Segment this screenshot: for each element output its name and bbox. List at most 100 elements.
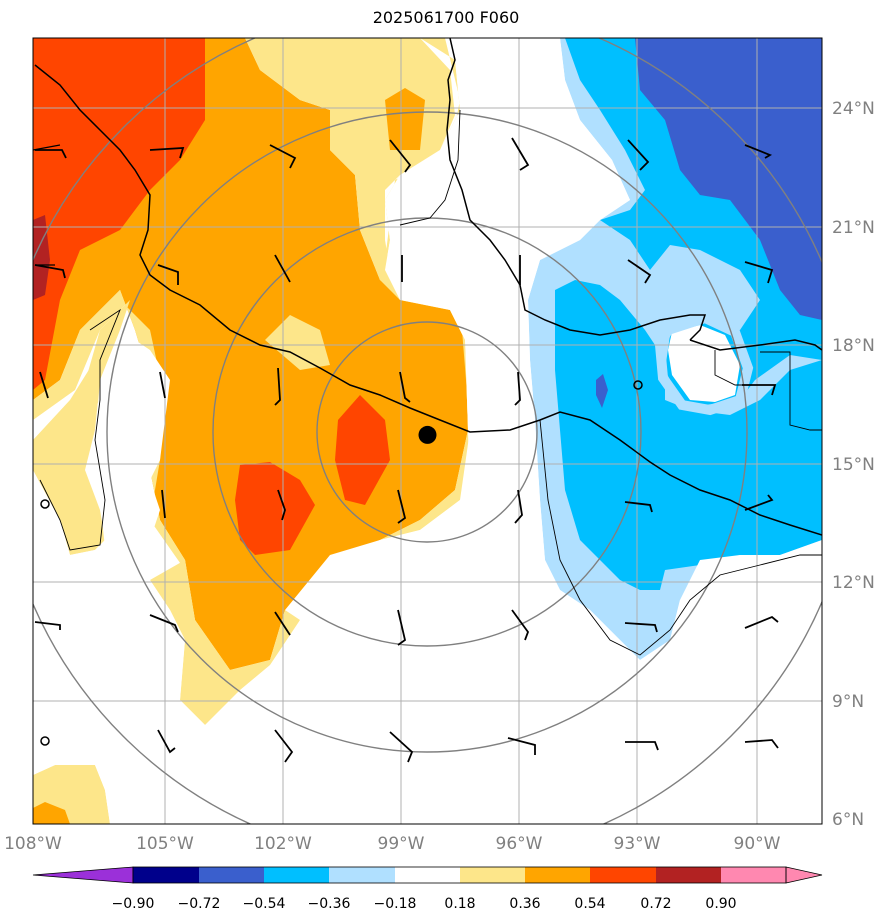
wind-barb: [34, 621, 61, 630]
wind-barb: [744, 261, 774, 284]
calm-marker: [40, 499, 50, 509]
range-ring-1: [316, 321, 538, 543]
wind-barb: [149, 147, 185, 159]
plot-title: 2025061700 F060: [372, 8, 520, 27]
colorbar-frame: [132, 866, 787, 884]
contour-pos-mid-sw-corner: [33, 802, 70, 824]
wind-barb: [742, 384, 777, 396]
colorbar-segment: [656, 867, 721, 883]
border-inland: [39, 308, 121, 551]
wind-barb: [744, 144, 773, 159]
colorbar-extend-max: [785, 866, 823, 884]
range-ring-2: [212, 217, 642, 647]
colorbar-segment: [395, 867, 460, 883]
border-guatemala: [760, 351, 822, 431]
wind-barb: [274, 367, 281, 406]
lat-label: 12°N: [832, 573, 875, 593]
wind-barb: [624, 622, 658, 633]
wind-barb: [389, 731, 414, 763]
wind-barb: [269, 144, 297, 169]
colorbar-extend-min: [32, 866, 134, 884]
contour-neg-high-small: [596, 374, 608, 408]
wind-barb: [514, 489, 523, 524]
contour-pos-high-southwest: [235, 462, 315, 555]
colorbar-tick-label: 0.36: [509, 896, 540, 912]
colorbar-segment: [133, 867, 199, 883]
contour-pos-vhigh-northwest: [33, 215, 50, 300]
colorbar-tick-label: 0.72: [640, 896, 671, 912]
wind-barb: [39, 371, 49, 399]
contour-pos-high-northwest: [33, 38, 205, 390]
lat-label: 6°N: [832, 810, 864, 830]
contour-pos-low-mid-blob: [265, 315, 330, 370]
colorbar-tick-label: −0.36: [308, 896, 351, 912]
range-ring-3: [106, 111, 748, 753]
lon-label: 99°W: [378, 834, 425, 854]
wind-barbs: [34, 137, 779, 763]
wind-barb: [511, 609, 530, 641]
contour-pos-high-center: [335, 395, 390, 505]
wind-barb: [744, 615, 779, 629]
wind-barb: [161, 489, 166, 519]
map-frame: [32, 37, 823, 825]
contour-neutral-east-hole: [668, 325, 740, 402]
contour-neutral-south: [33, 500, 470, 824]
border-interior-east: [399, 109, 461, 226]
lon-label: 105°W: [136, 834, 194, 854]
wind-barb: [35, 149, 67, 159]
lat-label: 24°N: [832, 99, 875, 119]
lon-label: 96°W: [496, 834, 543, 854]
colorbar-tick-label: −0.90: [112, 896, 155, 912]
contour-pos-low-south: [150, 560, 300, 725]
lon-label: 108°W: [4, 834, 62, 854]
lat-label: 15°N: [832, 455, 875, 475]
wind-barb: [507, 737, 536, 755]
colorbar-tick-label: 0.18: [444, 896, 475, 912]
storm-center-marker: [418, 425, 437, 444]
wind-barb: [744, 494, 774, 511]
wind-barb: [34, 264, 66, 279]
wind-barb: [157, 729, 176, 754]
contour-neutral-north: [385, 38, 822, 824]
lat-labels: 24°N 21°N 18°N 15°N 12°N 9°N 6°N: [832, 99, 875, 830]
wind-barb: [627, 259, 652, 284]
coast-pacific-mainland: [34, 64, 822, 536]
colorbar-segment: [460, 867, 525, 883]
contour-pos-mid-north-blob: [385, 88, 425, 150]
coast-yucatan: [689, 339, 822, 351]
colorbar-tick-label: −0.18: [374, 896, 417, 912]
wind-barb: [149, 614, 179, 633]
colorbar-segment: [590, 867, 656, 883]
lon-label: 93°W: [614, 834, 661, 854]
colorbar-segment: [199, 867, 264, 883]
colorbar-tick-label: 0.90: [705, 896, 736, 912]
contour-neg-low-ring: [654, 312, 754, 416]
range-rings: [33, 38, 822, 824]
colorbar-tick-label: −0.72: [178, 896, 221, 912]
lat-label: 9°N: [832, 692, 864, 712]
calm-markers: [40, 380, 643, 746]
lat-label: 21°N: [832, 218, 875, 238]
wind-barb: [274, 254, 291, 283]
lon-label: 90°W: [734, 834, 781, 854]
calm-marker: [633, 380, 643, 390]
wind-barb: [274, 611, 291, 636]
contour-neutral-west: [95, 330, 170, 548]
colorbar-segment: [525, 867, 590, 883]
colorbar-tick-label: 0.54: [574, 896, 605, 912]
wind-barb: [157, 264, 179, 285]
wind-barb: [744, 739, 779, 749]
wind-barb: [624, 501, 653, 513]
lon-labels: 108°W 105°W 102°W 99°W 96°W 93°W 90°W: [4, 834, 781, 854]
lat-label: 18°N: [832, 336, 875, 356]
colorbar-tick-label: −0.54: [243, 896, 286, 912]
wind-barb: [397, 489, 407, 524]
colorbar: −0.90 −0.72 −0.54 −0.36 −0.18 0.18 0.36 …: [32, 866, 823, 912]
wind-barb: [511, 137, 530, 171]
wind-barb: [627, 139, 650, 171]
wind-barb: [514, 371, 521, 406]
colorbar-segment: [264, 867, 329, 883]
wind-barb: [397, 609, 407, 646]
wind-barb: [277, 489, 286, 521]
